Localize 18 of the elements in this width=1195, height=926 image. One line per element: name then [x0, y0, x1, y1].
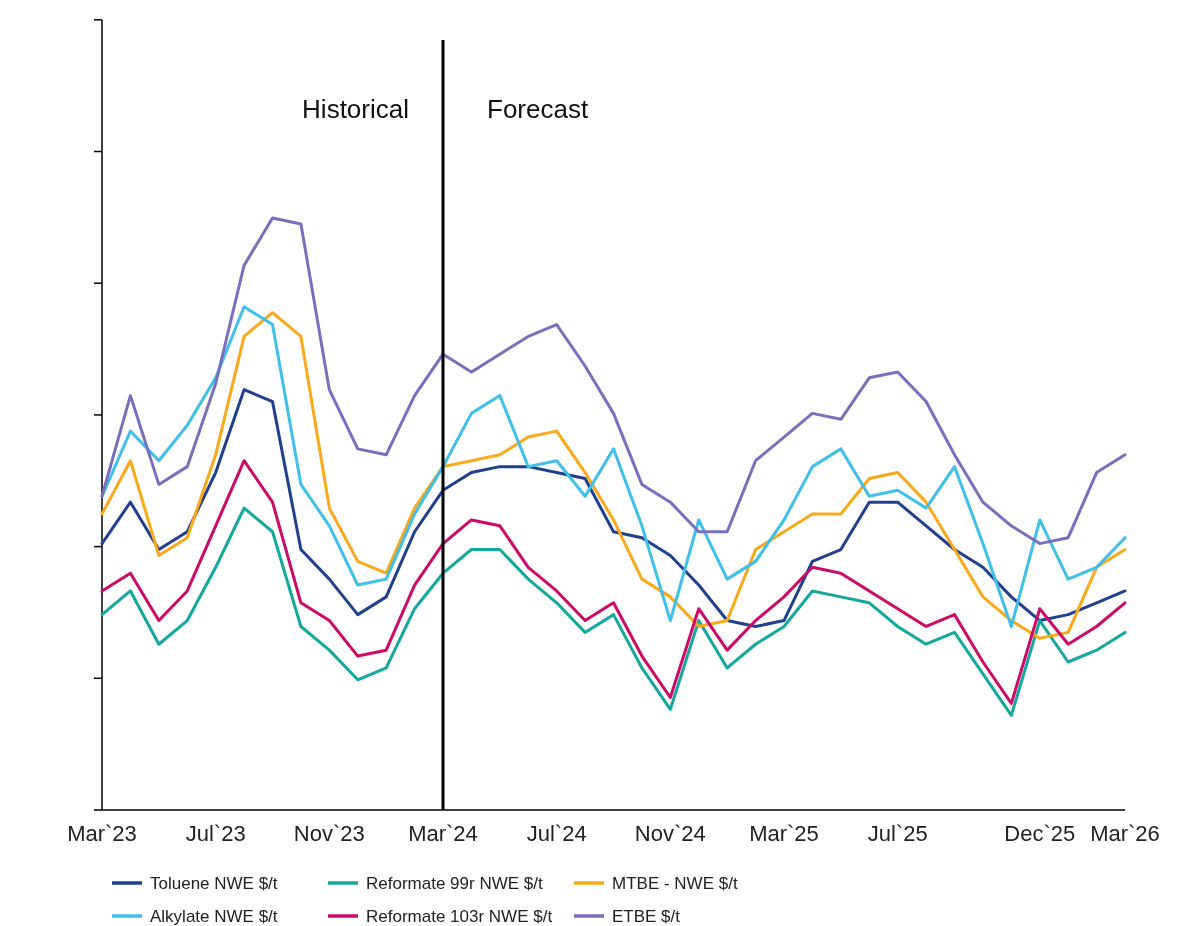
legend-label: Reformate 103r NWE $/t: [366, 907, 553, 926]
legend-label: MTBE - NWE $/t: [612, 874, 738, 893]
text: Historical: [302, 94, 409, 124]
x-tick-label: Nov`24: [634, 821, 706, 846]
x-tick-label: Jul`25: [867, 821, 928, 846]
legend-label: Alkylate NWE $/t: [150, 907, 278, 926]
x-tick-label: Mar`23: [67, 821, 137, 846]
x-tick-label: Mar`25: [749, 821, 819, 846]
x-tick-label: Jul`24: [526, 821, 587, 846]
legend-label: ETBE $/t: [612, 907, 681, 926]
x-tick-label: Nov`23: [293, 821, 365, 846]
x-tick-label: Dec`25: [1004, 821, 1076, 846]
x-tick-label: Mar`24: [408, 821, 478, 846]
legend-label: Reformate 99r NWE $/t: [366, 874, 543, 893]
legend-label: Toluene NWE $/t: [150, 874, 278, 893]
text: Forecast: [487, 94, 589, 124]
x-tick-label: Jul`23: [185, 821, 246, 846]
x-tick-label: Mar`26: [1090, 821, 1160, 846]
